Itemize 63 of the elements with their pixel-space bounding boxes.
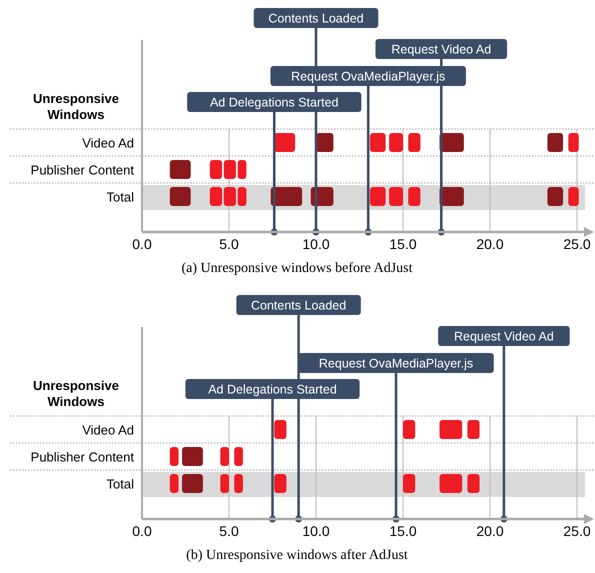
y-tick-label: Total xyxy=(106,190,134,204)
bar xyxy=(370,187,386,206)
y-tick-label: Publisher Content xyxy=(30,450,134,464)
bar xyxy=(210,160,222,179)
y-tick-label: Publisher Content xyxy=(30,162,134,178)
ref-line-label: Request OvaMediaPlayer.js xyxy=(318,356,474,370)
x-tick-label: 0.0 xyxy=(132,523,152,539)
bar xyxy=(440,474,462,493)
bar xyxy=(403,420,416,439)
x-tick-label: 20.0 xyxy=(476,523,504,539)
x-tick-label: 10.0 xyxy=(302,236,330,252)
x-tick-label: 0.0 xyxy=(132,236,152,252)
y-axis-title: Unresponsive Windows xyxy=(33,378,119,409)
text: (a) Unresponsive windows before AdJust xyxy=(182,261,413,276)
bar xyxy=(547,187,564,206)
x-tick-label: 15.0 xyxy=(389,236,417,252)
y-axis-title: Unresponsive Windows xyxy=(33,91,119,122)
x-tick-label: 5.0 xyxy=(219,236,239,252)
ref-line-label: Contents Loaded xyxy=(268,12,364,26)
bar xyxy=(389,187,403,206)
bar xyxy=(170,474,179,493)
bar xyxy=(467,474,480,493)
bar xyxy=(568,187,579,206)
bar xyxy=(220,447,229,466)
x-tick-label: 10.0 xyxy=(302,523,330,539)
text: (b) Unresponsive windows after AdJust xyxy=(186,548,408,563)
bar xyxy=(234,447,243,466)
bar xyxy=(170,160,191,179)
bar xyxy=(274,133,296,152)
bar xyxy=(274,474,286,493)
bar xyxy=(316,133,334,152)
ref-line-label: Request Video Ad xyxy=(391,42,492,56)
bar xyxy=(408,133,420,152)
x-tick-label: 25.0 xyxy=(563,236,591,252)
y-tick-label: Video Ad xyxy=(82,422,134,438)
bar xyxy=(403,474,416,493)
bar xyxy=(467,420,480,439)
x-tick-label: 20.0 xyxy=(476,236,504,252)
x-tick-label: 15.0 xyxy=(389,523,417,539)
bar xyxy=(170,447,179,466)
ref-line-label: Ad Delegations Started xyxy=(208,382,337,396)
x-tick-label: 5.0 xyxy=(219,523,239,539)
bar xyxy=(220,474,229,493)
bar xyxy=(547,133,564,152)
bar xyxy=(182,447,203,466)
bar xyxy=(234,474,243,493)
bar xyxy=(170,187,191,206)
bar xyxy=(370,133,386,152)
x-tick-label: 25.0 xyxy=(563,523,591,539)
bar xyxy=(389,133,403,152)
ref-line-label: Ad Delegations Started xyxy=(210,96,339,110)
ref-line-label: Contents Loaded xyxy=(250,298,346,312)
bar xyxy=(270,187,302,206)
y-tick-label: Video Ad xyxy=(82,136,134,150)
bar xyxy=(210,187,222,206)
bar xyxy=(182,474,203,493)
ref-line-label: Request OvaMediaPlayer.js xyxy=(291,70,446,84)
bar xyxy=(408,187,420,206)
bar xyxy=(440,420,462,439)
y-tick-label: Total xyxy=(106,476,134,492)
ref-line-label: Request Video Ad xyxy=(454,330,554,344)
bar xyxy=(568,133,579,152)
bar xyxy=(274,420,286,439)
